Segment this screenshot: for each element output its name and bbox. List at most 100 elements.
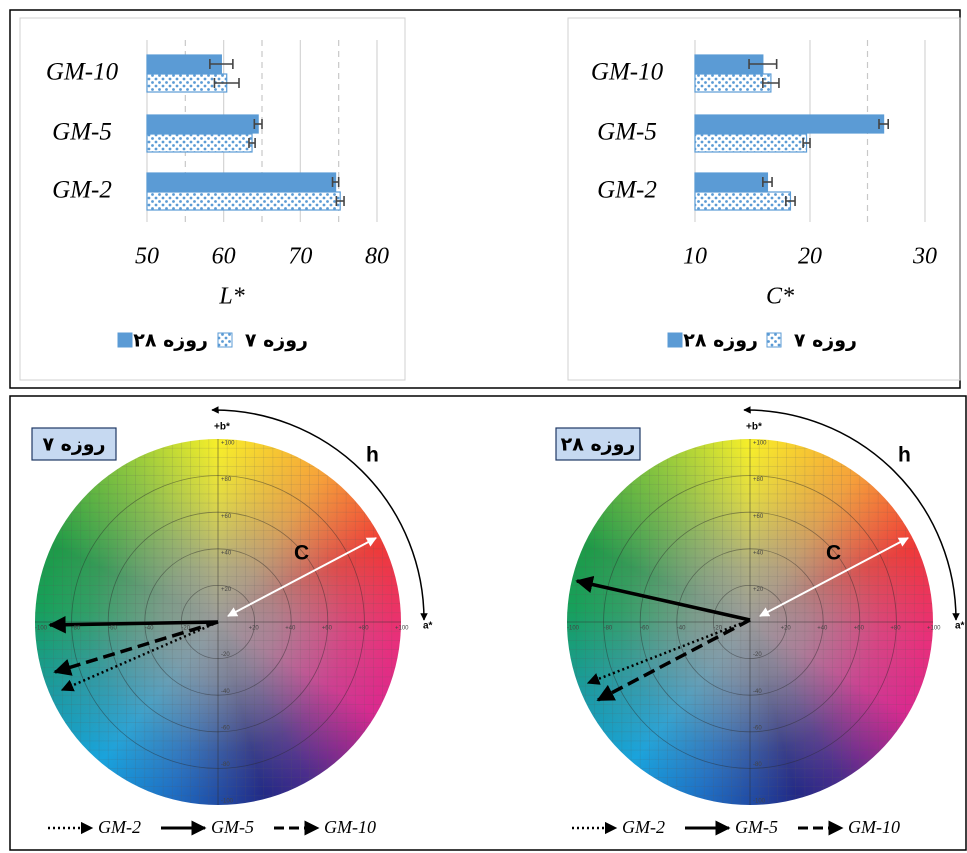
b-axis-label: +b* <box>214 422 230 433</box>
chart-frame <box>567 17 961 381</box>
scale-label: +20 <box>249 626 260 632</box>
legend-label: GM-10 <box>848 817 900 837</box>
legend-swatch <box>667 332 683 348</box>
scale-label: -80 <box>753 762 762 768</box>
scale-label: +60 <box>322 626 333 632</box>
scale-label: -40 <box>145 626 154 632</box>
scale-label: +100 <box>753 441 767 447</box>
scale-label: -100 <box>221 799 234 805</box>
bar <box>146 133 253 153</box>
bottom-panel-border <box>9 395 967 851</box>
scale-label: -40 <box>221 689 230 695</box>
scale-label: +100 <box>395 626 409 632</box>
chroma-label: C <box>826 542 841 565</box>
category-label: GM-5 <box>52 119 112 146</box>
b-axis-label: +b* <box>746 422 762 433</box>
x-tick-label: 10 <box>683 244 707 270</box>
a-axis-label: a* <box>423 621 433 632</box>
error-bar <box>209 59 234 69</box>
legend-label: ۲۸ روزه <box>683 330 758 352</box>
scale-label: +80 <box>753 477 764 483</box>
bar <box>146 114 259 134</box>
bar <box>694 133 808 153</box>
scale-label: -40 <box>753 689 762 695</box>
scale-label: +100 <box>221 441 235 447</box>
legend-label: GM-2 <box>98 817 141 837</box>
x-tick-label: 20 <box>798 244 822 270</box>
scale-label: +80 <box>358 626 369 632</box>
scale-label: +80 <box>221 477 232 483</box>
scale-label: -20 <box>221 652 230 658</box>
x-tick-label: 70 <box>288 244 312 270</box>
a-axis-label: a* <box>955 621 965 632</box>
category-label: GM-5 <box>597 119 657 146</box>
bar <box>694 172 769 192</box>
scale-label: +100 <box>927 626 941 632</box>
error-bar <box>331 177 340 187</box>
scale-label: +40 <box>221 550 232 556</box>
scale-label: -80 <box>221 762 230 768</box>
error-bar <box>785 196 796 206</box>
category-label: GM-10 <box>46 59 119 86</box>
scale-label: -80 <box>604 626 613 632</box>
scale-label: -60 <box>753 725 762 731</box>
scale-label: +60 <box>854 626 865 632</box>
gm2-arrow <box>60 620 219 692</box>
scale-label: +60 <box>221 514 232 520</box>
legend-label: ۲۸ روزه <box>133 330 208 352</box>
error-bar <box>213 78 240 88</box>
scale-label: +40 <box>817 626 828 632</box>
scale-label: -20 <box>753 652 762 658</box>
error-bar <box>762 177 773 187</box>
legend-label: GM-5 <box>735 817 778 837</box>
scale-label: -40 <box>677 626 686 632</box>
gm5-arrow <box>48 615 219 634</box>
chroma-label: C <box>294 542 309 565</box>
error-bar <box>253 119 263 129</box>
legend-label: GM-5 <box>211 817 254 837</box>
x-axis-label: L* <box>218 284 244 310</box>
chroma-arrow <box>759 537 909 617</box>
scale-label: -20 <box>181 626 190 632</box>
bar <box>146 191 341 211</box>
scale-label: +20 <box>781 626 792 632</box>
gm5-arrow <box>575 575 751 622</box>
wheel-label: ۲۸ روزه <box>561 434 636 456</box>
category-label: GM-2 <box>597 177 657 204</box>
legend-label: ۷ روزه <box>794 330 857 352</box>
hue-arc <box>211 406 428 621</box>
legend-swatch <box>217 332 233 348</box>
error-bar <box>802 138 811 148</box>
scale-label: -60 <box>221 725 230 731</box>
scale-label: -80 <box>72 626 81 632</box>
chroma-arrow <box>227 537 377 617</box>
scale-label: +20 <box>221 587 232 593</box>
hue-arc <box>743 406 960 621</box>
x-tick-label: 50 <box>135 244 159 270</box>
scale-label: +40 <box>753 550 764 556</box>
category-label: GM-10 <box>591 59 664 86</box>
scale-label: +40 <box>285 626 296 632</box>
scale-label: +60 <box>753 514 764 520</box>
label-box <box>31 427 117 461</box>
error-bar <box>748 59 778 69</box>
gm10-arrow <box>596 618 751 702</box>
x-tick-label: 80 <box>365 244 389 270</box>
scale-label: -20 <box>713 626 722 632</box>
gm10-arrow <box>53 620 219 676</box>
error-bar <box>762 78 780 88</box>
x-tick-label: 60 <box>212 244 236 270</box>
bar <box>146 172 337 192</box>
legend-label: GM-2 <box>622 817 665 837</box>
scale-label: +20 <box>753 587 764 593</box>
gm2-arrow <box>586 618 751 685</box>
scale-label: -100 <box>35 626 48 632</box>
hue-label: h <box>898 444 911 467</box>
bar <box>694 191 792 211</box>
wheel-label: ۷ روزه <box>42 434 105 456</box>
category-label: GM-2 <box>52 177 112 204</box>
x-axis-label: C* <box>766 284 794 310</box>
scale-label: -100 <box>567 626 580 632</box>
